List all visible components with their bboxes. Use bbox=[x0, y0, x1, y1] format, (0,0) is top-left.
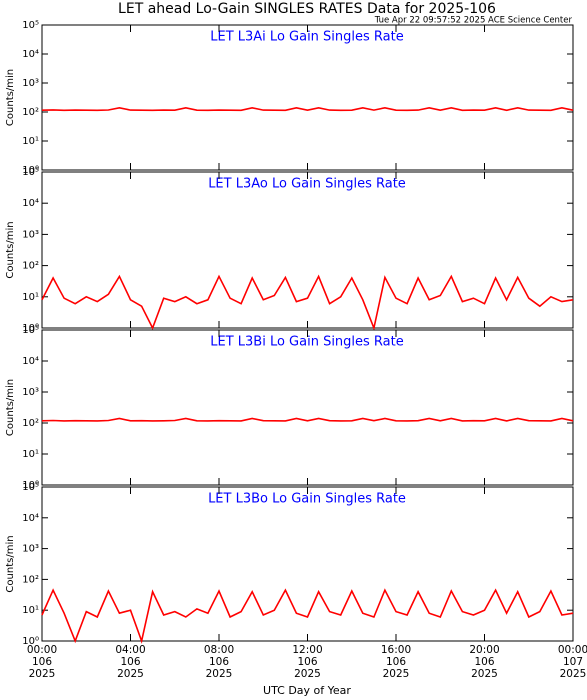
y-tick-label: 10³ bbox=[22, 78, 39, 89]
y-tick-label: 10⁵ bbox=[22, 167, 39, 178]
y-tick-label: 10⁵ bbox=[22, 482, 39, 493]
y-tick-label: 10¹ bbox=[22, 136, 39, 147]
y-tick-label: 10³ bbox=[22, 387, 39, 398]
x-tick-label: 00:00 bbox=[558, 644, 587, 656]
x-tick-label: 106 bbox=[474, 656, 494, 668]
data-line bbox=[41, 274, 574, 331]
y-tick-label: 10⁰ bbox=[22, 165, 39, 176]
y-axis-label: Counts/min bbox=[5, 535, 16, 592]
y-tick-label: 10³ bbox=[22, 544, 39, 555]
y-tick-label: 10⁴ bbox=[22, 198, 39, 209]
x-tick-label: 2025 bbox=[560, 668, 587, 680]
panel-title: LET L3Bi Lo Gain Singles Rate bbox=[210, 335, 404, 350]
y-axis-label: Counts/min bbox=[5, 221, 16, 278]
panel-title: LET L3Ao Lo Gain Singles Rate bbox=[208, 177, 406, 192]
plot-frame bbox=[41, 486, 574, 642]
x-tick-label: 2025 bbox=[206, 668, 233, 680]
x-tick-label: 2025 bbox=[117, 668, 144, 680]
data-line bbox=[41, 106, 574, 112]
x-tick-label: 2025 bbox=[294, 668, 321, 680]
panel-title: LET L3Ai Lo Gain Singles Rate bbox=[210, 30, 403, 45]
panel-title: LET L3Bo Lo Gain Singles Rate bbox=[208, 492, 406, 507]
x-tick-label: 106 bbox=[297, 656, 317, 668]
y-tick-label: 10¹ bbox=[22, 292, 39, 303]
plot-frame bbox=[41, 171, 574, 329]
x-tick-label: 16:00 bbox=[381, 644, 411, 656]
y-tick-label: 10² bbox=[22, 418, 39, 429]
y-tick-label: 10⁰ bbox=[22, 480, 39, 491]
chart-title: LET ahead Lo-Gain SINGLES RATES Data for… bbox=[118, 1, 496, 17]
x-tick-label: 106 bbox=[386, 656, 406, 668]
x-tick-label: 20:00 bbox=[469, 644, 499, 656]
y-axis-label: Counts/min bbox=[5, 379, 16, 436]
y-tick-label: 10⁴ bbox=[22, 513, 39, 524]
x-tick-label: 2025 bbox=[471, 668, 498, 680]
x-tick-label: 106 bbox=[120, 656, 140, 668]
y-tick-label: 10⁴ bbox=[22, 356, 39, 367]
chart-subtitle: Tue Apr 22 09:57:52 2025 ACE Science Cen… bbox=[374, 16, 573, 26]
y-tick-label: 10¹ bbox=[22, 605, 39, 616]
plot-frame bbox=[41, 24, 574, 171]
y-tick-label: 10² bbox=[22, 261, 39, 272]
data-line bbox=[41, 588, 574, 644]
plot-frame bbox=[41, 329, 574, 486]
y-tick-label: 10¹ bbox=[22, 449, 39, 460]
x-tick-label: 107 bbox=[563, 656, 583, 668]
x-tick-label: 106 bbox=[32, 656, 52, 668]
y-tick-label: 10² bbox=[22, 574, 39, 585]
x-tick-label: 04:00 bbox=[115, 644, 145, 656]
y-tick-label: 10⁵ bbox=[22, 20, 39, 31]
x-tick-label: 2025 bbox=[383, 668, 410, 680]
y-tick-label: 10⁰ bbox=[22, 323, 39, 334]
y-tick-label: 10⁴ bbox=[22, 49, 39, 60]
y-tick-label: 10⁵ bbox=[22, 325, 39, 336]
x-tick-label: 106 bbox=[209, 656, 229, 668]
x-tick-label: 08:00 bbox=[204, 644, 234, 656]
x-tick-label: 00:00 bbox=[27, 644, 57, 656]
x-tick-label: 2025 bbox=[29, 668, 56, 680]
y-tick-label: 10⁰ bbox=[22, 636, 39, 647]
y-axis-label: Counts/min bbox=[5, 69, 16, 126]
y-tick-label: 10² bbox=[22, 107, 39, 118]
x-tick-label: 12:00 bbox=[292, 644, 322, 656]
x-axis-label: UTC Day of Year bbox=[263, 684, 351, 697]
y-tick-label: 10³ bbox=[22, 229, 39, 240]
data-line bbox=[41, 417, 574, 422]
